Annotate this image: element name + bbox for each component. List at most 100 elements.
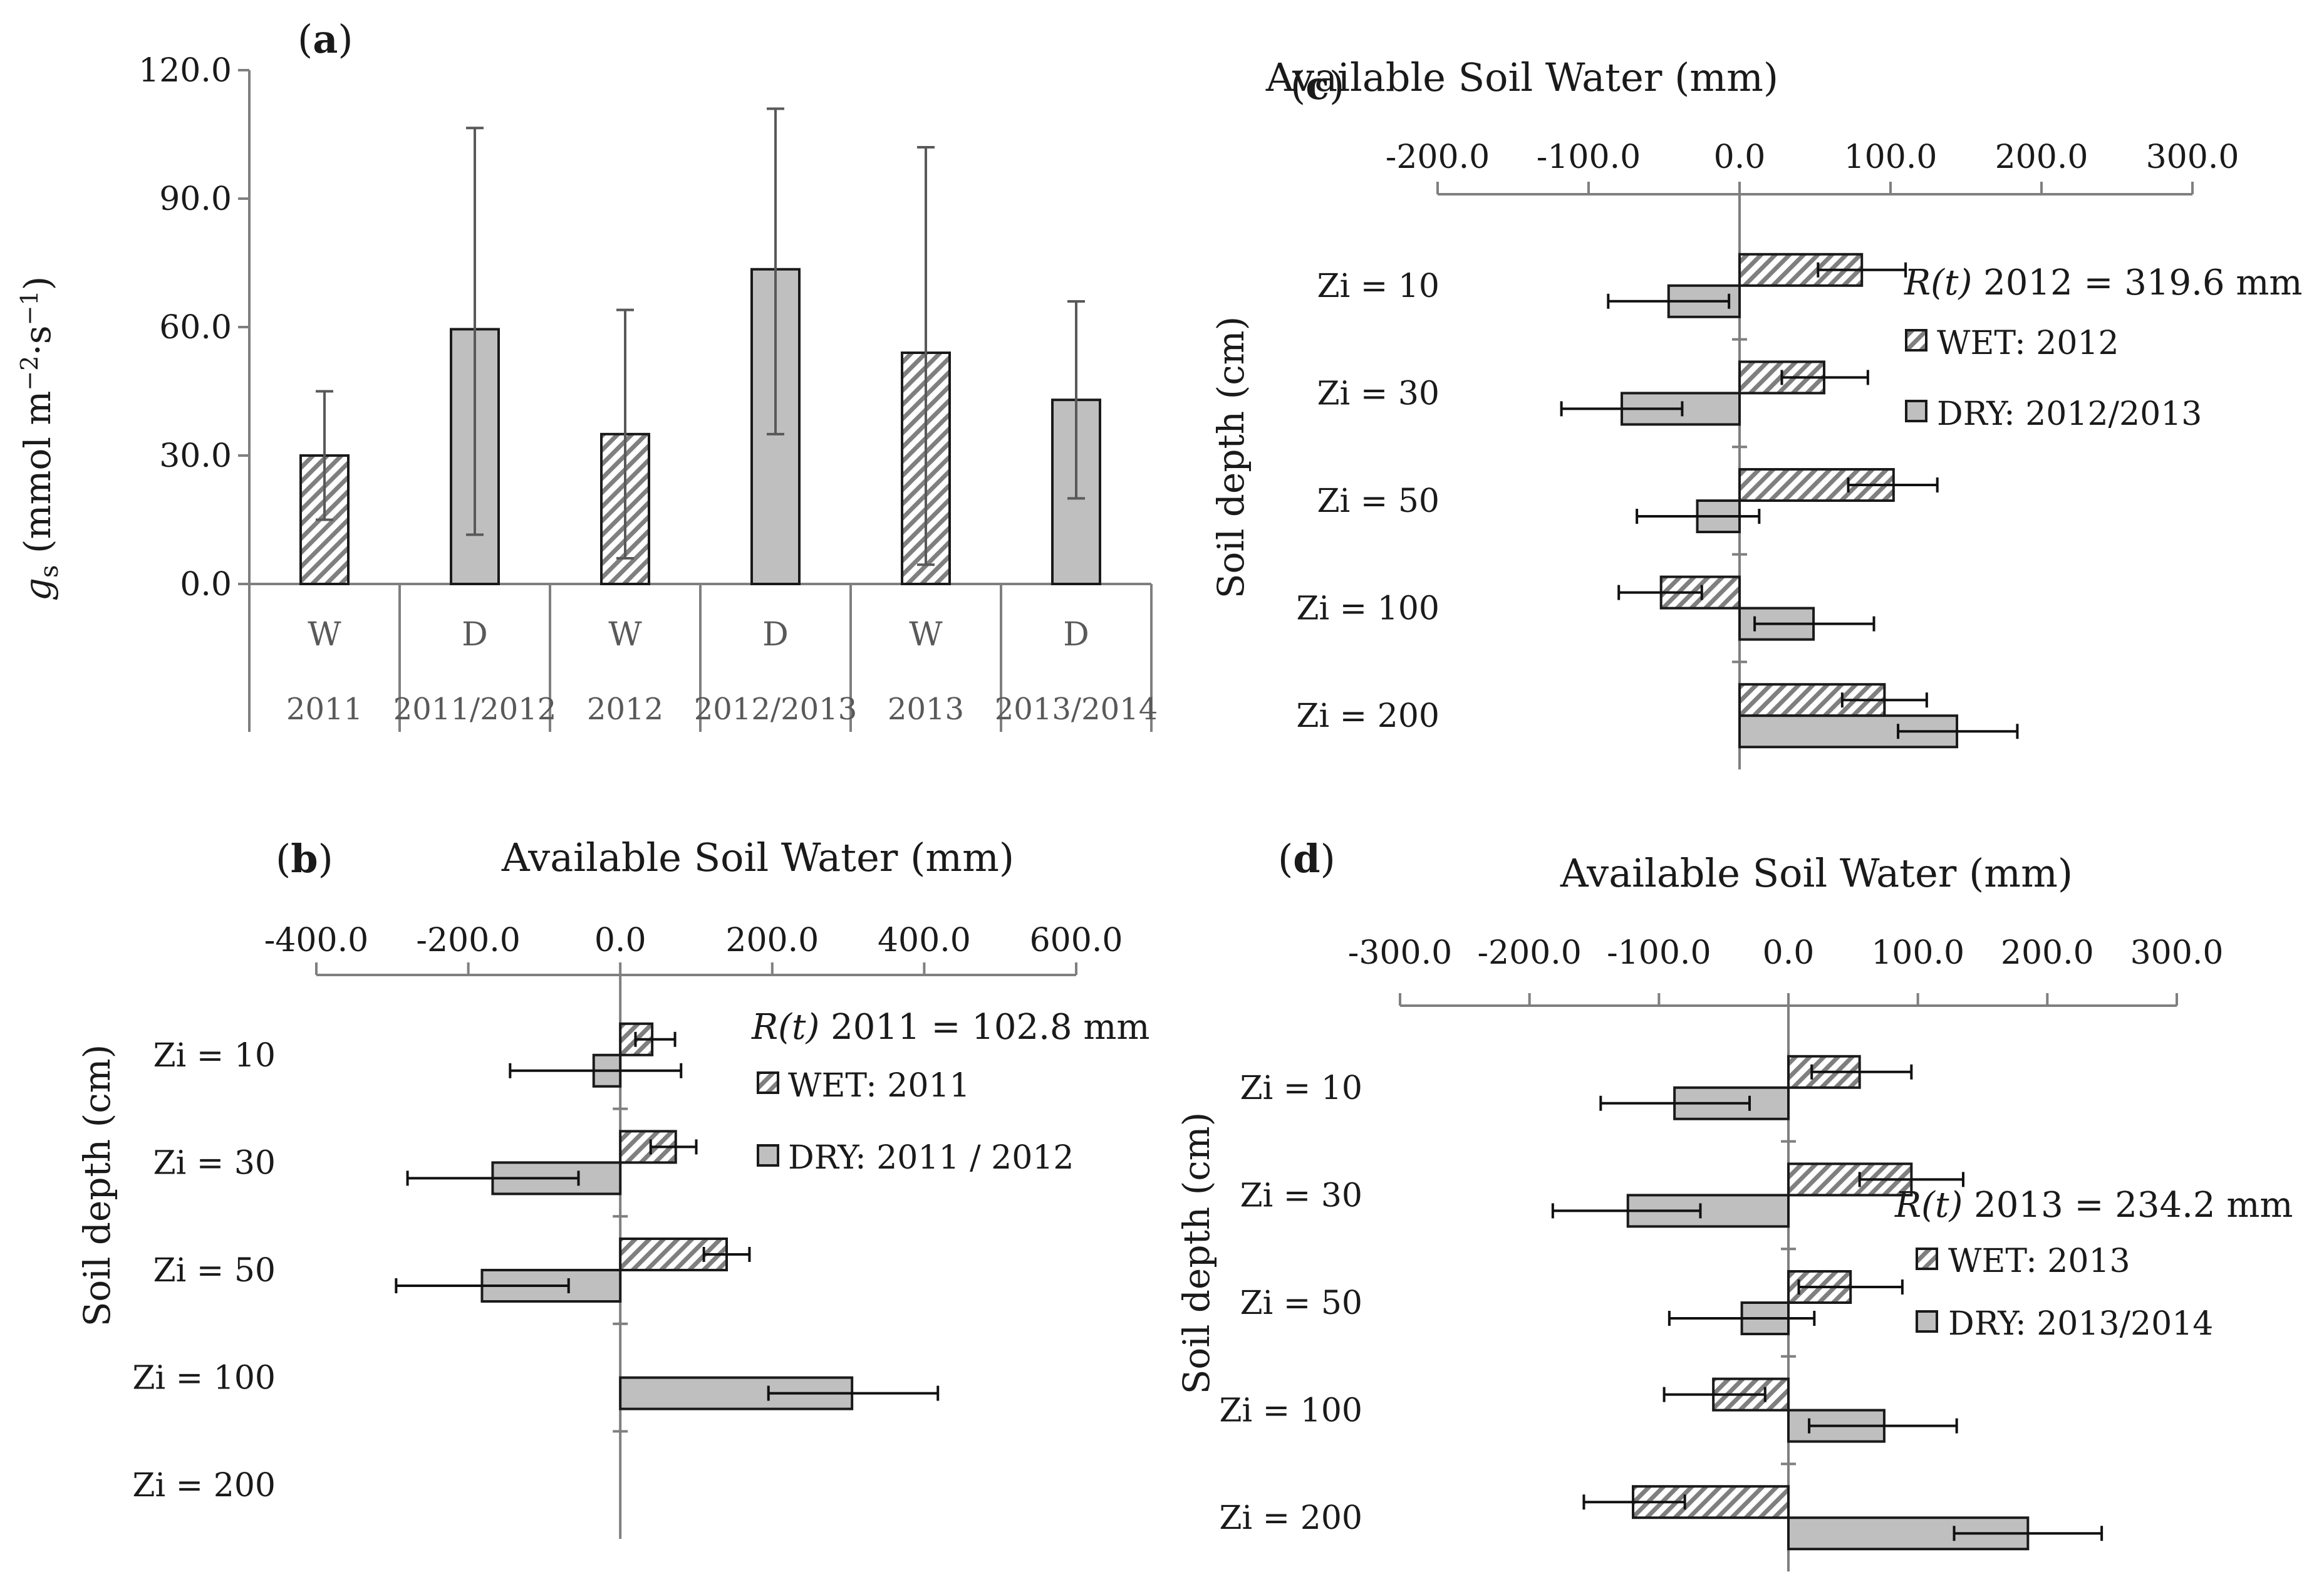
panel-c-r-t: R(t) 2012 = 319.6 mm <box>1904 263 2303 303</box>
panel-c-r-t-symbol: R(t) <box>1904 263 1972 303</box>
depth-label: Zi = 100 <box>132 1360 276 1397</box>
legend-dry-label: DRY: 2011 / 2012 <box>788 1139 1074 1177</box>
panel-b-r-t-symbol: R(t) <box>751 1007 819 1048</box>
depth-label: Zi = 200 <box>1296 697 1440 735</box>
x-tick-label: 400.0 <box>878 922 971 959</box>
panel-b-r-t-value: 2011 = 102.8 mm <box>819 1007 1149 1048</box>
depth-label: Zi = 10 <box>153 1037 276 1075</box>
y-tick-label: 0.0 <box>180 566 232 603</box>
x-tick-label: 600.0 <box>1030 922 1123 959</box>
legend-wet-swatch <box>1916 1248 1938 1270</box>
depth-label: Zi = 50 <box>1240 1284 1362 1322</box>
panel-c-plot-area: -200.0 -100.0 0.0 100.0 200.0 300.0 Zi = 10 Zi … <box>1296 138 2239 769</box>
depth-label: Zi = 200 <box>1219 1499 1362 1537</box>
y-tick-label: 90.0 <box>159 180 232 218</box>
category-year-label: 2011 <box>286 692 363 727</box>
panel-d-label: (d) <box>1278 836 1336 882</box>
depth-label: Zi = 10 <box>1240 1070 1362 1107</box>
legend-dry-swatch <box>757 1144 779 1167</box>
panel-c-bar-chart: (c) Available Soil Water (mm) Soil depth… <box>1210 55 2303 769</box>
depth-label: Zi = 50 <box>1317 482 1440 520</box>
legend-wet-swatch <box>757 1071 779 1094</box>
panel-c-label: (c) <box>1290 63 1344 108</box>
panel-d-letter: d <box>1293 836 1320 882</box>
ylabel-unit-pre: (mmol m <box>16 391 59 565</box>
bar-dry <box>1738 714 1959 749</box>
panel-b-y-axis-title: Soil depth (cm) <box>76 1045 118 1327</box>
category-condition-label: D <box>762 616 789 654</box>
panel-a-letter: a <box>313 16 338 62</box>
ylabel-symbol: g <box>16 578 59 601</box>
y-tick-label: 60.0 <box>159 309 232 346</box>
x-tick-label: 100.0 <box>1844 138 1938 176</box>
depth-label: Zi = 30 <box>1317 375 1440 412</box>
ylabel-exp-2: −1 <box>16 290 43 325</box>
panel-a-plot-area: W 2011 D 2011/2012 W 2012 D 2012/2013 W 2013 D 2013… <box>248 70 1158 732</box>
x-tick-label: -200.0 <box>1386 138 1490 176</box>
depth-label: Zi = 100 <box>1296 590 1440 628</box>
category-year-label: 2013 <box>888 692 964 727</box>
x-tick-label: 0.0 <box>1763 934 1815 972</box>
panel-b-legend: WET: 2011 DRY: 2011 / 2012 <box>757 1067 1074 1177</box>
ylabel-mid: ·s <box>16 325 59 355</box>
category-condition-label: W <box>909 616 943 654</box>
depth-label: Zi = 50 <box>153 1252 276 1290</box>
legend-dry-label: DRY: 2012/2013 <box>1937 395 2202 433</box>
x-tick-label: 200.0 <box>1995 138 2088 176</box>
panel-a-y-axis-title: gs (mmol m−2·s−1) <box>16 276 64 602</box>
panel-d-bar-chart: (d) Available Soil Water (mm) Soil depth… <box>1175 836 2293 1571</box>
x-tick-label: 0.0 <box>1714 138 1766 176</box>
panel-c-letter: c <box>1305 63 1329 108</box>
legend-dry-swatch <box>1905 400 1927 422</box>
panel-b-bar-chart: (b) Available Soil Water (mm) Soil depth… <box>76 835 1150 1539</box>
y-tick-label: 120.0 <box>138 52 232 90</box>
panel-d-r-t-symbol: R(t) <box>1894 1185 1963 1226</box>
panel-d-r-t-value: 2013 = 234.2 mm <box>1963 1185 2293 1226</box>
depth-label: Zi = 30 <box>1240 1177 1362 1214</box>
panel-d-y-axis-title: Soil depth (cm) <box>1175 1112 1218 1395</box>
x-tick-label: -400.0 <box>264 922 368 959</box>
x-tick-label: 0.0 <box>594 922 646 959</box>
panel-b-r-t: R(t) 2011 = 102.8 mm <box>751 1007 1150 1048</box>
panel-a-label: (a) <box>298 16 353 62</box>
category-year-label: 2012 <box>587 692 663 727</box>
ylabel-exp-1: −2 <box>16 356 43 391</box>
x-tick-label: 100.0 <box>1871 934 1964 972</box>
x-tick-label: 300.0 <box>2146 138 2239 176</box>
category-condition-label: D <box>1063 616 1089 654</box>
depth-label: Zi = 200 <box>132 1467 276 1504</box>
panel-b-plot-area: -400.0 -200.0 0.0 200.0 400.0 600.0 Zi = 10 Zi … <box>132 922 1123 1539</box>
panel-b-label: (b) <box>276 836 333 882</box>
panel-d-legend: WET: 2013 DRY: 2013/2014 <box>1916 1243 2213 1343</box>
x-tick-label: -200.0 <box>1477 934 1581 972</box>
legend-wet-label: WET: 2013 <box>1948 1243 2130 1280</box>
depth-label: Zi = 30 <box>153 1144 276 1182</box>
category-condition-label: D <box>462 616 488 654</box>
x-tick-label: -300.0 <box>1348 934 1452 972</box>
panel-d-plot-area: -300.0 -200.0 -100.0 0.0 100.0 200.0 300.0 Zi =… <box>1219 934 2223 1571</box>
panel-b-letter: b <box>291 836 318 882</box>
panel-d-r-t: R(t) 2013 = 234.2 mm <box>1894 1185 2293 1226</box>
legend-dry-label: DRY: 2013/2014 <box>1948 1305 2213 1343</box>
x-tick-label: -100.0 <box>1607 934 1711 972</box>
panel-c-legend: WET: 2012 DRY: 2012/2013 <box>1905 325 2202 433</box>
panel-b-title: Available Soil Water (mm) <box>501 835 1014 880</box>
legend-dry-swatch <box>1916 1310 1938 1333</box>
x-tick-label: 200.0 <box>725 922 819 959</box>
panel-a-y-ticks: 0.0 30.0 60.0 90.0 120.0 <box>138 52 249 603</box>
category-condition-label: W <box>608 616 642 654</box>
panel-a-bar-chart: (a) gs (mmol m−2·s−1) 0.0 30.0 60.0 90.0 120… <box>16 16 1158 732</box>
x-tick-label: 300.0 <box>2130 934 2224 972</box>
depth-label: Zi = 10 <box>1317 268 1440 305</box>
x-tick-label: 200.0 <box>2001 934 2094 972</box>
category-condition-label: W <box>308 616 341 654</box>
ylabel-subscript: s <box>35 565 64 578</box>
depth-label: Zi = 100 <box>1219 1392 1362 1430</box>
panel-d-title: Available Soil Water (mm) <box>1560 850 2073 896</box>
category-year-label: 2011/2012 <box>393 692 556 727</box>
legend-wet-label: WET: 2011 <box>788 1067 970 1105</box>
category-year-label: 2012/2013 <box>694 692 857 727</box>
category-year-label: 2013/2014 <box>995 692 1158 727</box>
x-tick-label: -100.0 <box>1537 138 1641 176</box>
